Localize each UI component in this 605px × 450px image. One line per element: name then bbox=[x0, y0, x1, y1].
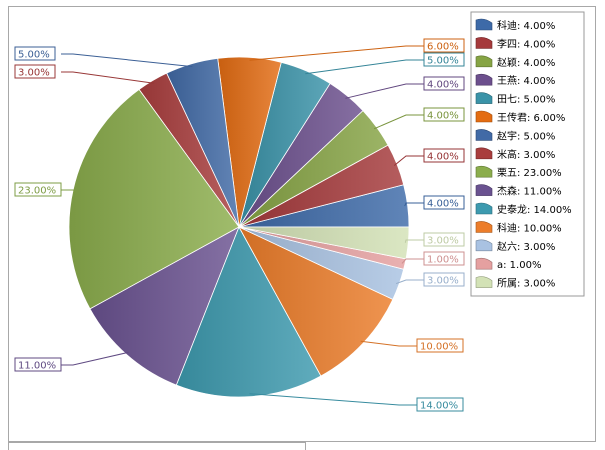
data-label-7: 5.00% bbox=[14, 46, 56, 61]
leader-line-12 bbox=[360, 340, 417, 347]
legend-swatch bbox=[475, 239, 493, 252]
svg-text:14.00%: 14.00% bbox=[420, 401, 458, 412]
leader-line-8 bbox=[61, 71, 155, 84]
leader-line-11 bbox=[249, 393, 417, 406]
data-label-11: 14.00% bbox=[416, 397, 464, 412]
svg-text:5.00%: 5.00% bbox=[427, 56, 459, 67]
pie-slices bbox=[68, 56, 410, 398]
legend-item-5: 田七: 5.00% bbox=[475, 92, 555, 106]
legend-swatch bbox=[475, 165, 493, 178]
svg-text:赵颖: 4.00%: 赵颖: 4.00% bbox=[497, 56, 555, 69]
svg-text:4.00%: 4.00% bbox=[427, 199, 459, 210]
svg-text:田七: 5.00%: 田七: 5.00% bbox=[497, 94, 555, 106]
svg-text:4.00%: 4.00% bbox=[427, 80, 459, 91]
legend-swatch bbox=[475, 184, 493, 196]
data-label-4: 4.00% bbox=[423, 76, 465, 91]
data-label-15: 3.00% bbox=[423, 232, 465, 247]
svg-text:4.00%: 4.00% bbox=[427, 152, 459, 163]
data-labels: 4.00% 4.00% 4.00% 4.00% 5.00% 6.00% 5.00% 3.00%… bbox=[14, 38, 465, 412]
legend-item-2: 李四: 4.00% bbox=[475, 37, 555, 50]
slice-10 bbox=[89, 226, 240, 386]
legend-item-11: 史泰龙: 14.00% bbox=[475, 202, 572, 216]
data-label-13: 3.00% bbox=[423, 272, 465, 287]
svg-text:栗五: 23.00%: 栗五: 23.00% bbox=[497, 167, 562, 179]
data-label-2: 4.00% bbox=[423, 148, 465, 163]
svg-text:王燕: 4.00%: 王燕: 4.00% bbox=[497, 75, 555, 87]
legend-swatch bbox=[475, 129, 493, 141]
slice-12 bbox=[238, 226, 394, 377]
legend-item-6: 王传君: 6.00% bbox=[475, 110, 565, 124]
legend-swatch bbox=[475, 110, 493, 123]
leader-line-6 bbox=[249, 45, 424, 61]
svg-text:史泰龙: 14.00%: 史泰龙: 14.00% bbox=[497, 203, 572, 216]
data-label-5: 5.00% bbox=[423, 52, 465, 67]
legend-item-13: 赵六: 3.00% bbox=[475, 239, 555, 253]
leader-line-13 bbox=[395, 279, 424, 285]
svg-text:李四: 4.00%: 李四: 4.00% bbox=[497, 37, 555, 50]
legend-item-9: 栗五: 23.00% bbox=[475, 165, 562, 179]
legend-item-15: 所属: 3.00% bbox=[475, 276, 555, 290]
leader-line-1 bbox=[404, 202, 424, 207]
leader-line-10 bbox=[61, 351, 129, 366]
svg-text:科迪: 10.00%: 科迪: 10.00% bbox=[497, 221, 562, 234]
legend-swatch bbox=[475, 147, 493, 160]
legend-swatch bbox=[475, 37, 493, 49]
legend-swatch bbox=[475, 73, 493, 86]
svg-text:科迪: 4.00%: 科迪: 4.00% bbox=[497, 19, 555, 32]
legend-item-10: 杰森: 11.00% bbox=[475, 184, 562, 198]
svg-text:4.00%: 4.00% bbox=[427, 111, 459, 122]
data-label-14: 1.00% bbox=[423, 251, 465, 266]
leader-line-14 bbox=[401, 258, 424, 264]
svg-text:赵宇: 5.00%: 赵宇: 5.00% bbox=[497, 129, 555, 142]
leader-line-2 bbox=[393, 155, 424, 166]
legend-swatch bbox=[475, 202, 493, 215]
leader-line-4 bbox=[345, 83, 424, 99]
svg-text:1.00%: 1.00% bbox=[427, 255, 459, 266]
legend-item-14: a: 1.00% bbox=[475, 257, 541, 271]
legend-item-12: 科迪: 10.00% bbox=[475, 221, 562, 234]
legend: 科迪: 4.00% 李四: 4.00% 赵颖: 4.00% 王燕: 4.00% 田七: … bbox=[470, 11, 585, 297]
data-label-10: 11.00% bbox=[14, 357, 62, 372]
svg-text:3.00%: 3.00% bbox=[427, 236, 459, 247]
legend-swatch bbox=[475, 221, 493, 233]
svg-text:3.00%: 3.00% bbox=[18, 68, 50, 79]
leader-line-9 bbox=[61, 189, 77, 192]
svg-text:杰森: 11.00%: 杰森: 11.00% bbox=[497, 185, 562, 198]
legend-swatch bbox=[475, 55, 493, 68]
svg-text:所属: 3.00%: 所属: 3.00% bbox=[497, 278, 555, 290]
data-label-9: 23.00% bbox=[14, 182, 62, 197]
svg-text:6.00%: 6.00% bbox=[427, 42, 459, 53]
data-label-3: 4.00% bbox=[423, 107, 465, 122]
svg-text:a: 1.00%: a: 1.00% bbox=[497, 260, 541, 271]
svg-text:23.00%: 23.00% bbox=[18, 186, 56, 197]
svg-text:5.00%: 5.00% bbox=[18, 50, 50, 61]
leader-lines bbox=[61, 45, 424, 406]
data-label-1: 4.00% bbox=[423, 195, 465, 210]
slice-11 bbox=[175, 226, 322, 398]
data-label-12: 10.00% bbox=[416, 338, 464, 353]
legend-item-7: 赵宇: 5.00% bbox=[475, 129, 555, 142]
leader-line-3 bbox=[373, 114, 424, 130]
legend-swatch bbox=[475, 92, 493, 104]
leader-line-15 bbox=[404, 239, 424, 243]
data-label-6: 6.00% bbox=[423, 38, 465, 53]
bottom-strip bbox=[8, 442, 306, 450]
svg-text:王传君: 6.00%: 王传君: 6.00% bbox=[497, 112, 565, 124]
legend-swatch bbox=[475, 257, 493, 270]
svg-text:11.00%: 11.00% bbox=[18, 361, 56, 372]
legend-item-1: 科迪: 4.00% bbox=[475, 18, 555, 32]
legend-item-4: 王燕: 4.00% bbox=[475, 73, 555, 87]
legend-item-3: 赵颖: 4.00% bbox=[475, 55, 555, 69]
leader-line-5 bbox=[305, 59, 424, 75]
svg-text:10.00%: 10.00% bbox=[420, 342, 458, 353]
svg-text:赵六: 3.00%: 赵六: 3.00% bbox=[497, 240, 555, 253]
svg-text:米高: 3.00%: 米高: 3.00% bbox=[497, 148, 555, 161]
legend-swatch bbox=[475, 276, 493, 288]
leader-line-7 bbox=[61, 53, 193, 68]
legend-item-8: 米高: 3.00% bbox=[475, 147, 555, 161]
legend-swatch bbox=[475, 18, 493, 31]
svg-text:3.00%: 3.00% bbox=[427, 276, 459, 287]
data-label-8: 3.00% bbox=[14, 64, 56, 79]
